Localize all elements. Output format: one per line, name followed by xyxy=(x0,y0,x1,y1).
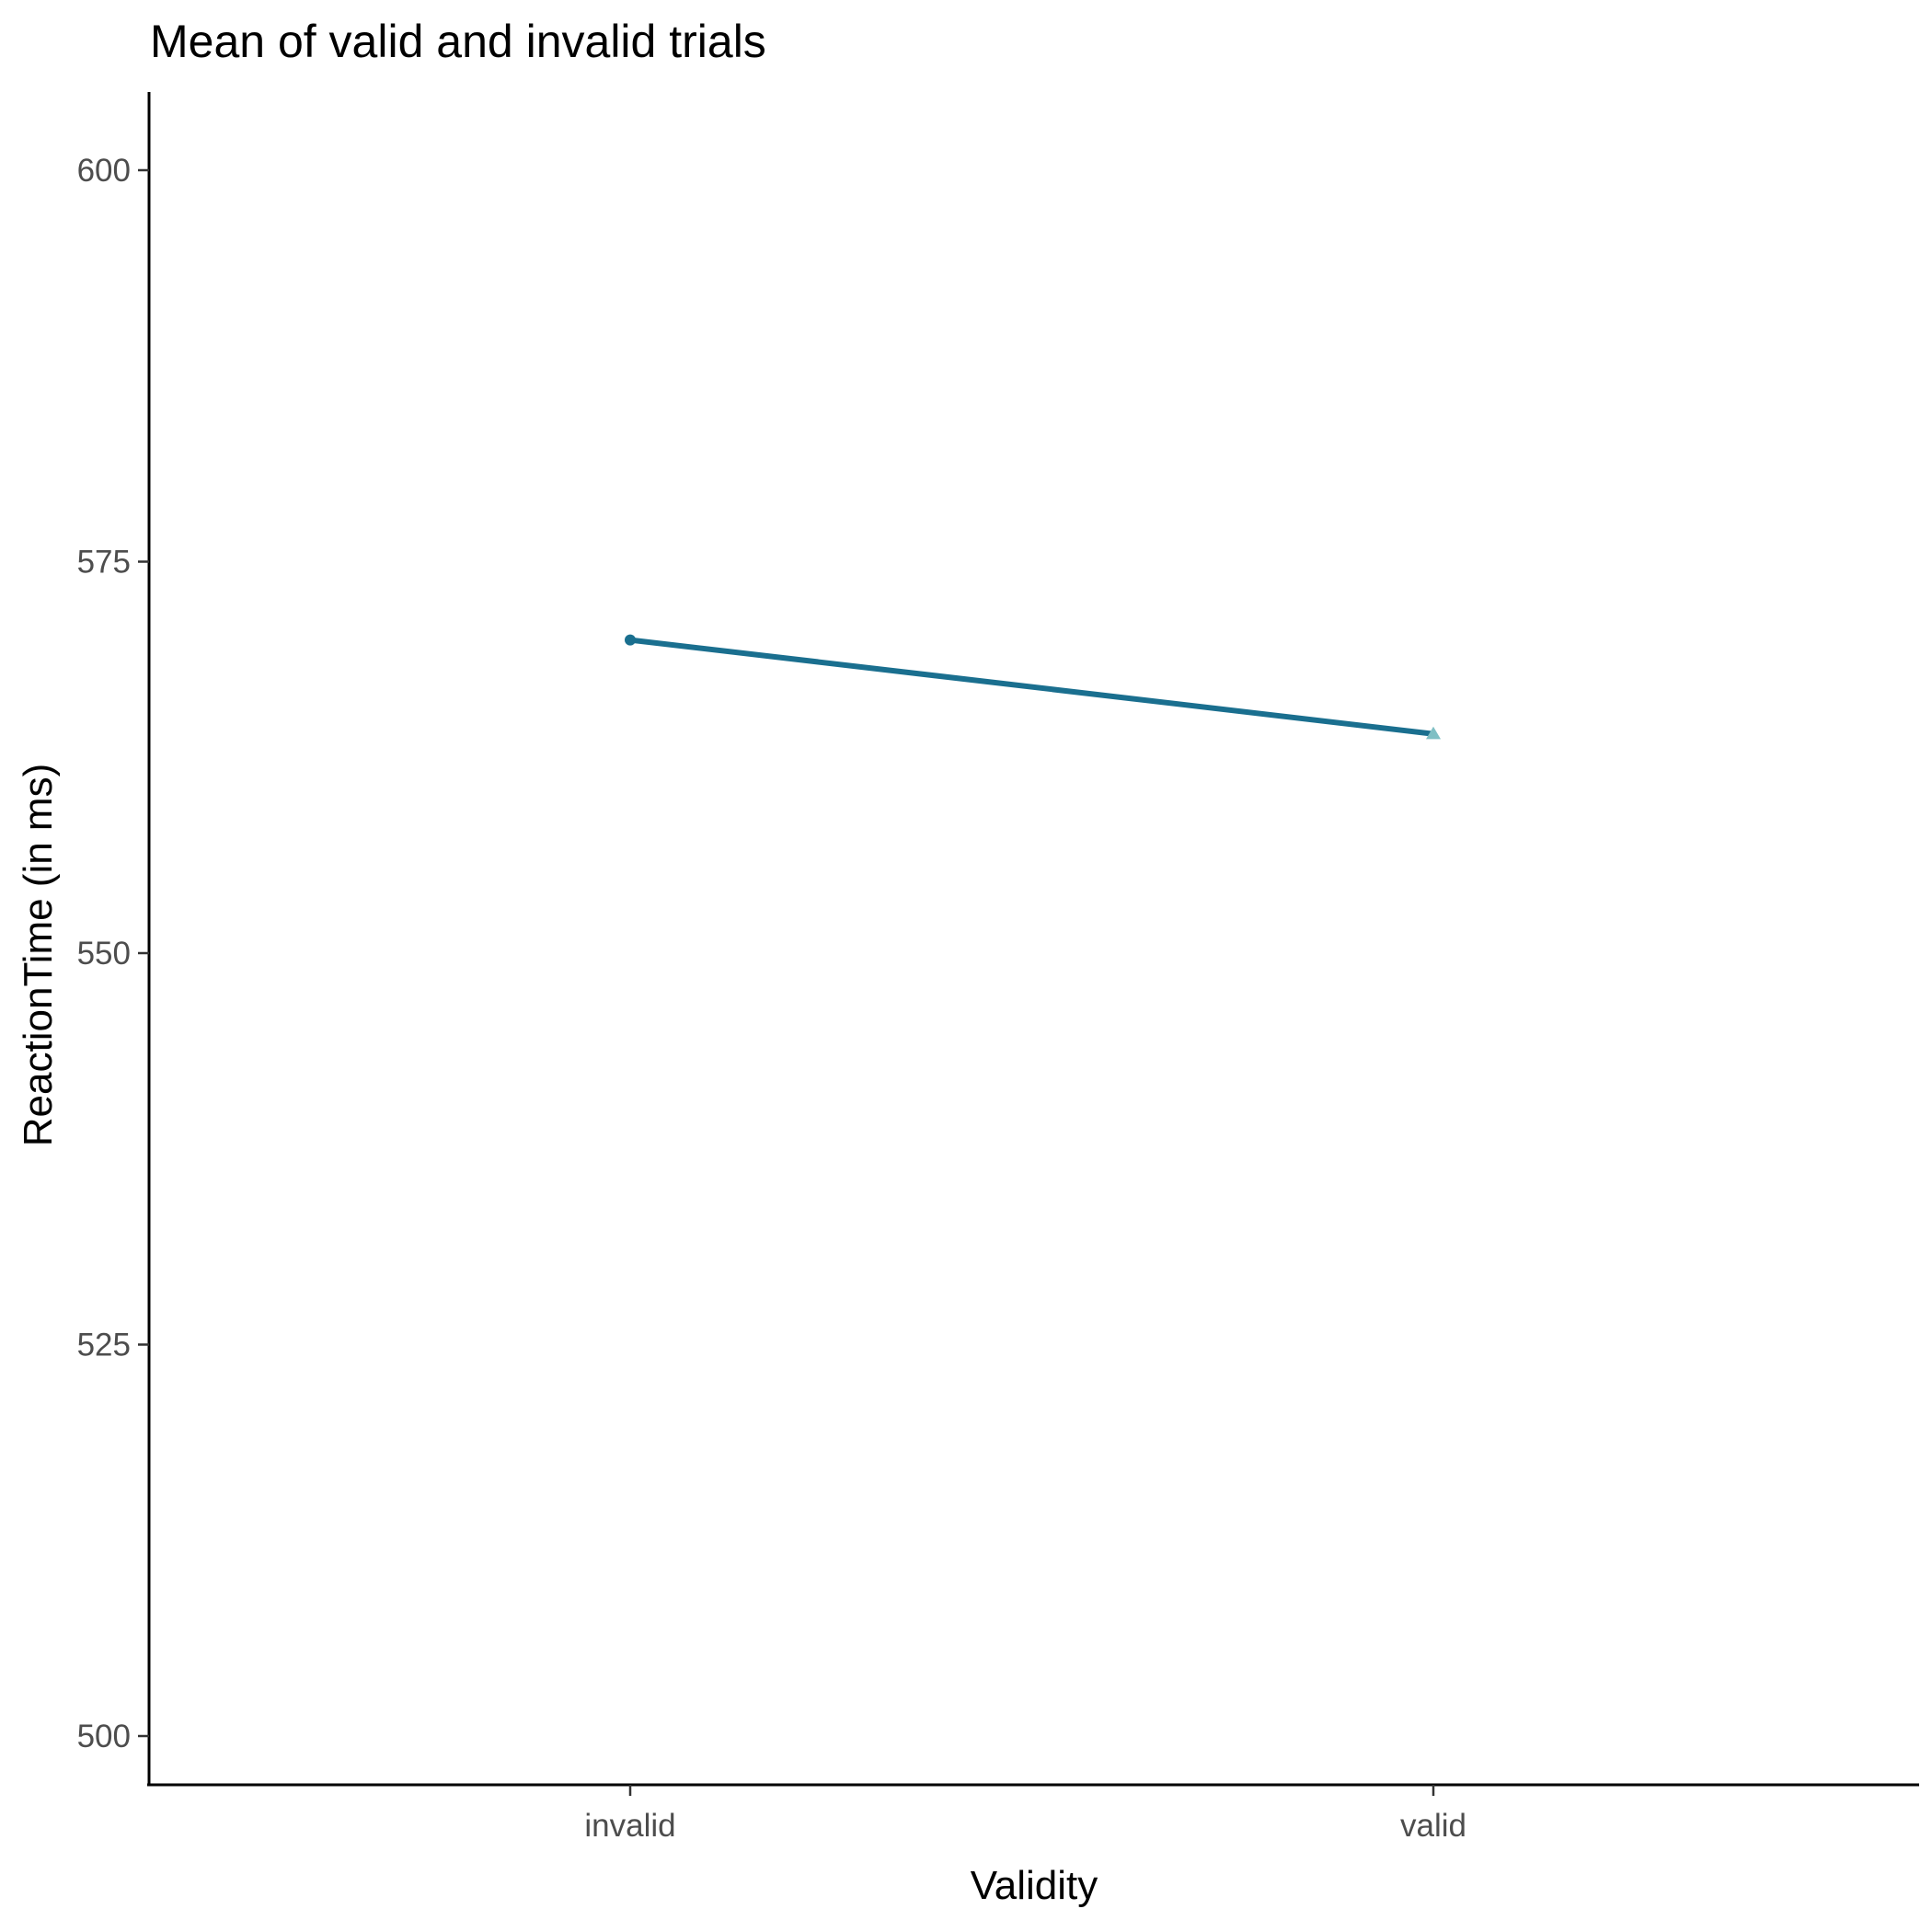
plot-area: 500 525 550 575 600 invalid valid xyxy=(77,92,1919,1844)
x-tick-label: valid xyxy=(1400,1808,1466,1844)
chart-title: Mean of valid and invalid trials xyxy=(150,16,766,67)
data-point-circle xyxy=(625,634,636,646)
y-tick-label: 525 xyxy=(77,1328,131,1363)
x-tick-label: invalid xyxy=(584,1808,675,1844)
x-axis-ticks: invalid valid xyxy=(584,1785,1466,1844)
y-tick-label: 550 xyxy=(77,936,131,972)
y-tick-label: 500 xyxy=(77,1719,131,1754)
x-axis-title: Validity xyxy=(971,1863,1098,1908)
y-axis-title: ReactionTime (in ms) xyxy=(16,764,61,1146)
y-axis-ticks: 500 525 550 575 600 xyxy=(77,153,149,1754)
y-tick-label: 600 xyxy=(77,153,131,189)
y-tick-label: 575 xyxy=(77,545,131,581)
series-line xyxy=(627,637,1436,737)
data-point-triangle xyxy=(1426,726,1441,740)
series-layer xyxy=(625,634,1441,740)
